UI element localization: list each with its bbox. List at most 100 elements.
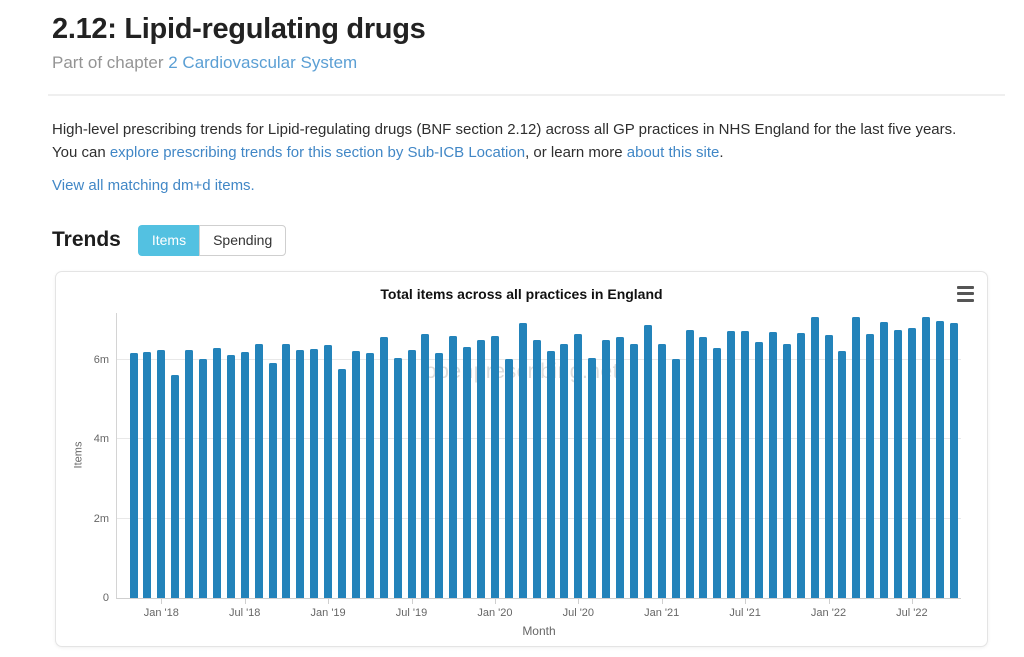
x-axis-tick-label: Jul '20 (562, 606, 595, 619)
bar[interactable] (838, 351, 847, 598)
bar[interactable] (518, 323, 527, 598)
x-axis-tick-label: Jan '21 (644, 606, 680, 619)
bar[interactable] (866, 333, 875, 598)
x-axis-tick (244, 597, 246, 604)
bar[interactable] (504, 358, 513, 598)
bar[interactable] (268, 363, 277, 598)
bar[interactable] (379, 337, 388, 598)
bar[interactable] (921, 317, 930, 598)
bar[interactable] (685, 330, 694, 598)
bar[interactable] (199, 358, 207, 598)
bar[interactable] (727, 330, 736, 598)
bar[interactable] (240, 352, 249, 598)
trends-tabs: Items Spending (137, 225, 287, 256)
intro-text-2: , or learn more (525, 144, 627, 161)
dmd-items-link[interactable]: View all matching dm+d items. (52, 177, 255, 194)
x-axis-tick (745, 597, 747, 604)
bar[interactable] (157, 349, 166, 598)
bar[interactable] (629, 344, 638, 598)
bar[interactable] (463, 346, 472, 598)
bar[interactable] (574, 333, 583, 598)
bar[interactable] (894, 329, 902, 598)
bar[interactable] (657, 343, 666, 598)
chart-title: Total items across all practices in Engl… (380, 285, 663, 302)
bar[interactable] (671, 359, 680, 598)
bar[interactable] (296, 349, 305, 598)
bar[interactable] (935, 321, 944, 598)
x-axis-tick (411, 597, 413, 604)
bar[interactable] (810, 317, 819, 598)
x-axis-tick (911, 597, 913, 604)
bar[interactable] (560, 343, 569, 598)
bar[interactable] (490, 336, 499, 598)
bar[interactable] (129, 352, 138, 598)
about-this-site-link[interactable]: about this site (626, 144, 720, 161)
bar[interactable] (588, 357, 597, 598)
bar[interactable] (741, 330, 750, 598)
x-axis-tick-label: Jul '22 (896, 606, 928, 619)
chart-card: Total items across all practices in Engl… (55, 270, 988, 647)
bar[interactable] (338, 369, 346, 598)
bar[interactable] (254, 344, 263, 598)
intro-paragraph: High-level prescribing trends for Lipid-… (52, 118, 964, 164)
bar[interactable] (477, 340, 485, 598)
x-axis-tick-label: Jan '20 (477, 606, 513, 619)
bar[interactable] (755, 342, 763, 598)
bar-series (117, 313, 961, 598)
tab-items[interactable]: Items (137, 225, 200, 256)
sub-icb-trends-link[interactable]: explore prescribing trends for this sect… (109, 144, 526, 161)
chapter-link[interactable]: 2 Cardiovascular System (168, 53, 358, 72)
divider (48, 94, 1005, 96)
bar[interactable] (907, 327, 916, 598)
y-axis-tick-label: 4m (93, 433, 109, 446)
bar[interactable] (351, 351, 360, 598)
bar[interactable] (449, 336, 458, 598)
trends-heading: Trends (52, 228, 121, 252)
bar[interactable] (435, 352, 444, 598)
menu-bar (957, 292, 974, 296)
x-axis-tick (328, 597, 330, 604)
bar[interactable] (546, 350, 555, 598)
y-axis-tick-label: 2m (93, 512, 109, 525)
tab-spending[interactable]: Spending (199, 225, 287, 256)
trends-section-header: Trends Items Spending (52, 225, 1005, 256)
bar[interactable] (310, 348, 319, 598)
bar[interactable] (282, 343, 291, 598)
bar[interactable] (824, 335, 833, 598)
bar[interactable] (880, 321, 889, 598)
page: 2.12: Lipid-regulating drugs Part of cha… (48, 0, 1005, 647)
y-axis-tick-label: 0 (102, 591, 109, 604)
intro-text-3: . (719, 144, 724, 161)
bar[interactable] (407, 349, 416, 598)
intro-text-1: High-level prescribing trends for Lipid-… (52, 121, 957, 161)
bar[interactable] (143, 351, 152, 598)
chart-context-menu-icon[interactable] (952, 285, 976, 303)
bar[interactable] (421, 333, 430, 598)
bar[interactable] (602, 339, 611, 598)
bar[interactable] (713, 348, 722, 598)
bar[interactable] (212, 347, 221, 598)
bar[interactable] (365, 352, 374, 598)
x-axis-tick (494, 597, 496, 604)
x-axis-tick-label: Jan '18 (143, 606, 179, 619)
bar[interactable] (616, 336, 624, 598)
bar[interactable] (185, 350, 194, 598)
bar[interactable] (699, 336, 708, 598)
bar[interactable] (796, 332, 805, 598)
bar[interactable] (324, 345, 333, 598)
bar[interactable] (768, 332, 777, 598)
bar[interactable] (643, 325, 652, 598)
bar[interactable] (949, 323, 958, 598)
x-axis-title: Month (522, 623, 556, 638)
x-axis-tick (661, 597, 663, 604)
bar[interactable] (393, 357, 402, 598)
bar[interactable] (852, 317, 861, 598)
bar[interactable] (532, 339, 541, 598)
x-axis-tick-label: Jan '19 (310, 606, 346, 619)
y-axis-tick-label: 6m (93, 354, 109, 367)
menu-bar (957, 285, 974, 289)
bar[interactable] (782, 343, 791, 598)
bar[interactable] (226, 354, 235, 598)
bar[interactable] (171, 375, 180, 598)
